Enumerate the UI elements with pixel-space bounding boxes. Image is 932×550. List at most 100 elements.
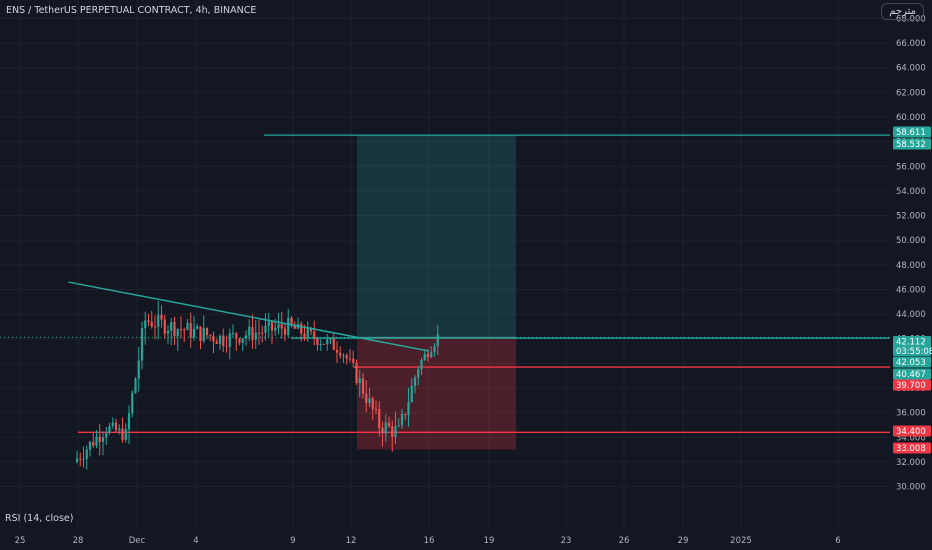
price-badge bbox=[893, 356, 931, 368]
y-tick-label: 64.000 bbox=[896, 64, 926, 74]
candle-body bbox=[352, 358, 355, 363]
candle-body bbox=[426, 353, 430, 358]
candle-body bbox=[114, 422, 118, 431]
candle-body bbox=[293, 325, 296, 329]
candle-body bbox=[300, 323, 303, 334]
candle-body bbox=[371, 398, 374, 410]
candle-body bbox=[303, 333, 306, 338]
x-tick-label: 12 bbox=[346, 536, 357, 546]
candle-body bbox=[92, 441, 95, 446]
candle-body bbox=[163, 319, 166, 334]
candle-body bbox=[368, 398, 371, 403]
candle-body bbox=[124, 429, 127, 440]
candle-body bbox=[218, 335, 222, 344]
chart-title: ENS / TetherUS PERPETUAL CONTRACT, 4h, B… bbox=[6, 5, 257, 16]
price-badge-value: 33.008 bbox=[896, 444, 926, 454]
candle-body bbox=[374, 409, 378, 411]
price-badge bbox=[893, 336, 931, 356]
candle-body bbox=[387, 422, 391, 427]
candle-body bbox=[238, 338, 241, 343]
candle-body bbox=[394, 426, 397, 437]
candle-body bbox=[345, 355, 348, 359]
price-badge bbox=[893, 442, 931, 454]
candle-body bbox=[75, 458, 79, 462]
candle-body bbox=[98, 436, 101, 443]
candle-body bbox=[348, 358, 352, 360]
candle-body bbox=[235, 333, 238, 339]
price-badge-value: 40.467 bbox=[896, 370, 926, 380]
candle-body bbox=[105, 432, 108, 438]
candle-body bbox=[127, 413, 131, 430]
candle-body bbox=[137, 360, 140, 379]
candle-body bbox=[381, 427, 384, 434]
candle-body bbox=[261, 332, 264, 334]
y-tick-label: 32.000 bbox=[896, 458, 926, 468]
candle-body bbox=[85, 449, 88, 459]
candle-body bbox=[391, 426, 394, 437]
candle-body bbox=[378, 409, 381, 428]
candle-body bbox=[361, 378, 365, 394]
price-badge-value: 42.112 bbox=[896, 338, 926, 348]
candle-body bbox=[358, 378, 361, 384]
rsi-indicator-label[interactable]: RSI (14, close) bbox=[5, 513, 74, 524]
candle-body bbox=[342, 355, 345, 357]
candle-body bbox=[436, 334, 439, 347]
candle-body bbox=[329, 338, 332, 340]
candle-body bbox=[410, 385, 413, 402]
candle-body bbox=[225, 345, 228, 347]
y-tick-label: 56.000 bbox=[896, 162, 926, 172]
price-badge-value: 39.700 bbox=[896, 381, 926, 391]
candle-body bbox=[209, 334, 212, 336]
position-zones bbox=[357, 135, 517, 450]
candle-body bbox=[326, 339, 329, 345]
candle-body bbox=[186, 322, 189, 331]
logo-badge[interactable]: مترجم bbox=[881, 3, 924, 20]
y-tick-label: 36.000 bbox=[896, 409, 926, 419]
candle-body bbox=[118, 428, 121, 431]
x-tick-label: Dec bbox=[129, 536, 146, 546]
price-badge-value: 58.611 bbox=[896, 128, 926, 138]
horizontal-lines bbox=[0, 134, 890, 433]
candle-body bbox=[88, 441, 92, 450]
candle-body bbox=[423, 353, 426, 361]
candle-body bbox=[101, 437, 105, 443]
price-badge-countdown: 03:55:08 bbox=[896, 347, 932, 357]
y-tick-label: 44.000 bbox=[896, 310, 926, 320]
candle-body bbox=[277, 323, 280, 328]
x-tick-label: 23 bbox=[561, 536, 572, 546]
candle-body bbox=[160, 314, 163, 320]
candle-body bbox=[322, 343, 326, 345]
candle-body bbox=[397, 425, 400, 427]
candle-body bbox=[147, 320, 150, 322]
x-tick-label: 16 bbox=[424, 536, 435, 546]
y-tick-label: 60.000 bbox=[896, 113, 926, 123]
y-tick-label: 52.000 bbox=[896, 212, 926, 222]
candle-body bbox=[355, 362, 358, 384]
x-tick-label: 4 bbox=[193, 536, 198, 546]
candle-body bbox=[205, 327, 209, 335]
candle-body bbox=[231, 333, 235, 335]
candle-body bbox=[173, 322, 176, 337]
candle-body bbox=[189, 322, 192, 338]
candle-body bbox=[111, 422, 114, 427]
candle-body bbox=[95, 436, 98, 446]
candle-body bbox=[199, 326, 202, 342]
y-tick-label: 30.000 bbox=[896, 483, 926, 493]
price-badge bbox=[893, 425, 931, 437]
candle-body bbox=[257, 332, 261, 334]
candle-body bbox=[134, 378, 137, 393]
candle-body bbox=[339, 352, 342, 356]
x-tick-label: 28 bbox=[73, 536, 84, 546]
candle-body bbox=[309, 328, 313, 332]
x-tick-label: 19 bbox=[484, 536, 495, 546]
candle-body bbox=[274, 327, 277, 331]
candle-body bbox=[222, 335, 225, 346]
candle-body bbox=[150, 321, 153, 327]
y-tick-label: 66.000 bbox=[896, 39, 926, 49]
candle-body bbox=[202, 327, 205, 342]
x-axis: 25 28 Dec 4 9 12 16 19 23 26 29 2025 6 bbox=[15, 536, 841, 546]
price-badge bbox=[893, 138, 931, 150]
